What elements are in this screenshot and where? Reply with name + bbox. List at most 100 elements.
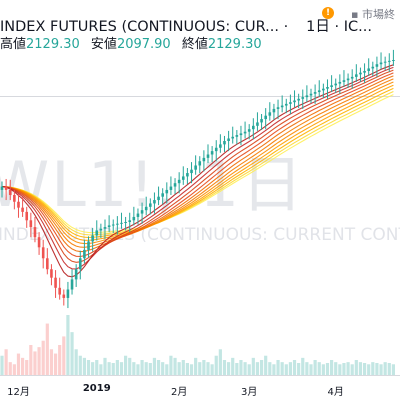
interval-label[interactable]: 1日 [306,19,330,35]
volume-bar [29,345,33,375]
candle-body [54,277,57,288]
volume-bar [144,362,148,375]
volume-bar [354,360,358,375]
candle-body [198,161,202,166]
volume-bar [132,362,136,375]
candle-body [264,115,267,120]
candle-body [25,211,29,221]
candle-body [322,88,325,91]
candle-body [190,169,193,174]
volume-bar [12,364,16,375]
volume-bar [222,360,227,375]
volume-bar [305,362,309,375]
candle-body [252,125,255,130]
volume-bar [292,360,297,375]
candle-body [383,61,387,63]
volume-bar [375,363,379,375]
candle-body [181,176,185,180]
volume-bar [70,332,74,375]
candle-body [301,97,305,99]
volume-bar [297,363,301,375]
x-tick-label: 2月 [170,387,188,398]
volume-bar [264,355,268,375]
volume-bar [227,362,231,375]
market-status-text[interactable]: ▪ 市場終 [351,8,395,21]
volume-bar [82,357,86,375]
volume-bar [231,357,235,375]
volume-bar [124,355,128,375]
ema-ribbon-line [1,66,394,270]
candle-body [355,74,358,77]
volume-bar [156,360,161,375]
candle-body [334,83,338,86]
candle-body [276,107,280,109]
candle-body [367,68,370,71]
price-chart[interactable] [0,0,400,375]
candle-body [87,241,90,250]
volume-bar [218,349,222,375]
candle-body [260,119,263,123]
candle-body [326,87,329,89]
time-axis[interactable]: 12月 2019 2月 3月 4月 [0,375,400,401]
candle-body [41,247,45,259]
candle-body [227,138,230,141]
volume-bar [371,362,375,375]
candle-body [194,165,197,170]
candle-body [169,186,173,190]
close-value: 2129.30 [207,37,262,52]
candle-body [149,203,152,207]
symbol-title-row[interactable]: INDEX FUTURES (CONTINUOUS: CUR... · 1日 ·… [0,19,372,35]
symbol-title[interactable]: INDEX FUTURES (CONTINUOUS: CUR... [0,19,279,35]
exchange-label[interactable]: IC... [343,19,372,35]
volume-bar [53,353,58,375]
volume-bar [383,362,387,375]
candle-body [363,70,366,73]
market-status-icon[interactable]: ! [322,7,334,19]
candle-body [33,227,37,238]
candle-body [132,216,136,221]
volume-bar [255,362,260,375]
candle-body [50,269,53,278]
volume-bar [350,364,354,375]
volume-bar [58,345,62,375]
candle-body [293,100,296,103]
volume-bar [45,323,49,375]
candle-body [231,136,235,139]
volume-bar [152,357,157,375]
x-tick-label: 3月 [241,387,258,398]
candle-body [83,249,86,259]
candle-body [289,102,292,104]
volume-bar [115,360,119,375]
candle-body [350,76,354,79]
candle-body [13,195,16,202]
volume-bar [8,362,12,375]
volume-bar [103,357,107,375]
volume-bar [119,362,124,375]
volume-bar [284,364,288,375]
volume-bar [66,315,70,375]
candle-body [256,122,259,126]
high-label: 高値 [0,37,27,52]
ema-ribbon-line [1,72,394,258]
candle-body [8,189,12,195]
candle-body [177,179,181,184]
volume-bar [309,364,313,375]
candle-body [243,131,247,134]
pane-separator [0,96,400,97]
candle-body [313,92,317,94]
volume-bar [379,364,383,375]
volume-bar [346,362,350,375]
candle-body [239,133,243,136]
volume-bar [334,362,338,375]
volume-bar [362,363,367,375]
candle-body [120,222,123,224]
low-value: 2097.90 [116,37,171,52]
volume-bar [74,349,78,375]
volume-bar [235,363,239,375]
ema-ribbon-line [1,87,394,239]
volume-bar [99,364,103,375]
volume-bar [41,340,45,375]
volume-bar [313,360,317,375]
candle-body [21,207,24,212]
close-label: 終値 [181,37,208,52]
